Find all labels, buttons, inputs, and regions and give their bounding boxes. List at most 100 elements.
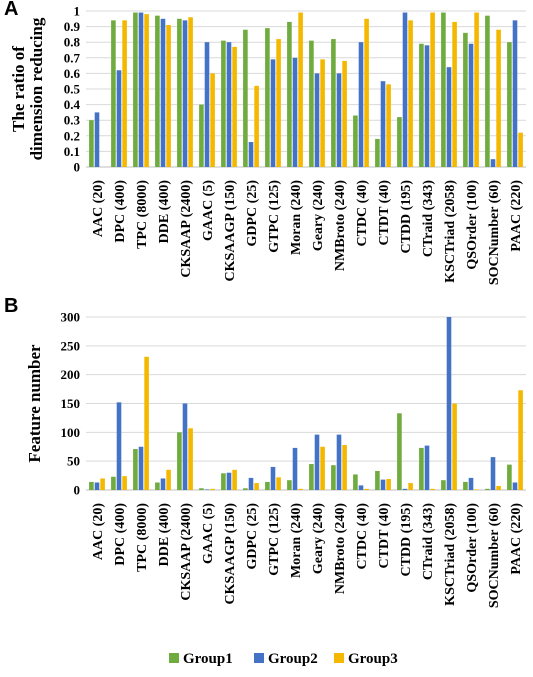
bar-group3-dpc-400 [122, 20, 127, 167]
bar-group3-gdpc-25 [254, 85, 259, 167]
bar-group2-gtpc-125 [270, 59, 276, 167]
bar-group1-ksctriad-2058 [441, 12, 446, 168]
bar-group3-ctdt-40 [386, 84, 391, 167]
bar-group1-nmbroto-240 [331, 39, 336, 167]
bar-group3-moran-240 [298, 488, 303, 490]
bar-group3-gtpc-125 [276, 39, 281, 167]
bar-group3-geary-240 [320, 59, 325, 167]
category-label-ctdc-40: CTDC (40) [355, 503, 370, 570]
category-label-nmbroto-240: NMBroto (240) [333, 503, 348, 594]
bar-group1-moran-240 [287, 480, 292, 490]
bar-group3-ksctriad-2058 [452, 403, 457, 490]
category-label-cksaagp-150: CKSAAGP (150) [223, 503, 238, 605]
category-label-ctdt-40: CTDT (40) [377, 503, 392, 569]
y-tick-label: 100 [61, 425, 81, 440]
y-tick-label: 0 [74, 483, 81, 498]
category-label-aac-20: AAC (20) [91, 503, 106, 560]
bar-group1-qsorder-100 [463, 32, 468, 168]
bar-group1-ksctriad-2058 [441, 480, 446, 490]
category-label-geary-240: Geary (240) [311, 180, 326, 251]
bar-group3-moran-240 [298, 12, 303, 168]
bar-group2-dpc-400 [116, 70, 122, 167]
bar-group3-paac-220 [518, 132, 523, 167]
bar-group2-cksaagp-150 [226, 472, 232, 490]
category-label-socnumber-60: SOCNumber (60) [487, 503, 502, 608]
y-tick-label: 0.2 [64, 128, 80, 143]
bar-group2-cksaagp-150 [226, 42, 232, 168]
bar-group1-paac-220 [507, 464, 512, 490]
bar-group2-paac-220 [512, 482, 518, 490]
category-label-qsorder-100: QSOrder (100) [465, 180, 480, 270]
bar-group1-ctraid-343 [419, 447, 424, 490]
y-tick-label: 200 [61, 367, 81, 382]
bar-group3-geary-240 [320, 446, 325, 490]
bar-group3-socnumber-60 [496, 485, 501, 490]
bar-group1-ctdc-40 [353, 115, 358, 167]
bar-group3-ctdd-195 [408, 483, 413, 490]
bar-group1-gdpc-25 [243, 29, 248, 167]
bar-group1-geary-240 [309, 464, 314, 490]
bar-group1-cksaap-2400 [177, 432, 182, 490]
panel-b-chart: 0 50 100 150 200 250 300 Feature number AAC (20)… [25, 310, 526, 608]
category-label-dde-400: DDE (400) [157, 180, 172, 244]
bar-group2-ctdc-40 [358, 485, 364, 490]
bar-group2-gdpc-25 [248, 142, 254, 167]
category-label-ksctriad-2058: KSCTriad (2058) [443, 180, 458, 283]
bar-group3-aac-20 [100, 478, 105, 490]
legend-swatch-group3 [334, 653, 344, 663]
category-label-gdpc-25: GDPC (25) [245, 180, 260, 247]
bar-group2-ctdt-40 [380, 81, 386, 167]
category-label-ctdd-195: CTDD (195) [399, 503, 414, 577]
bar-group3-qsorder-100 [474, 489, 479, 490]
bar-group1-aac-20 [89, 120, 94, 167]
category-label-cksaap-2400: CKSAAP (2400) [179, 503, 194, 601]
bar-group3-ctdc-40 [364, 488, 369, 490]
bar-group2-ksctriad-2058 [446, 317, 452, 490]
bar-group1-ctdd-195 [397, 117, 402, 167]
bar-group3-dde-400 [166, 25, 171, 167]
bar-group3-cksaagp-150 [232, 469, 237, 490]
bar-group2-socnumber-60 [490, 457, 496, 490]
bar-group1-tpc-8000 [133, 449, 138, 490]
bar-group2-moran-240 [292, 447, 298, 490]
bar-group3-ctraid-343 [430, 488, 435, 490]
bar-group1-dde-400 [155, 482, 160, 490]
bar-group3-paac-220 [518, 390, 523, 490]
bar-group3-cksaap-2400 [188, 428, 193, 490]
bar-group3-gtpc-125 [276, 477, 281, 490]
bar-group3-dpc-400 [122, 476, 127, 490]
bar-group3-gaac-5 [210, 73, 215, 167]
bar-group1-gdpc-25 [243, 488, 248, 490]
bar-group1-nmbroto-240 [331, 465, 336, 490]
category-label-gdpc-25: GDPC (25) [245, 503, 260, 570]
bar-group2-ksctriad-2058 [446, 67, 452, 167]
bar-group2-cksaap-2400 [182, 403, 188, 490]
bar-group3-gaac-5 [210, 488, 215, 490]
bar-group3-tpc-8000 [144, 356, 149, 490]
bar-group1-gaac-5 [199, 488, 204, 490]
bar-group3-qsorder-100 [474, 12, 479, 168]
y-tick-label: 0.9 [64, 19, 81, 34]
bar-group3-ctdc-40 [364, 18, 369, 167]
bar-group2-qsorder-100 [468, 43, 474, 168]
bar-group2-gdpc-25 [248, 477, 254, 490]
category-label-paac-220: PAAC (220) [509, 180, 524, 252]
category-label-nmbroto-240: NMBroto (240) [333, 180, 348, 271]
bar-group3-ctdt-40 [386, 479, 391, 490]
bar-group3-gdpc-25 [254, 483, 259, 490]
bar-group1-dpc-400 [111, 20, 116, 167]
y-axis-title: The ratio ofdimension reducing [9, 17, 46, 160]
bar-group1-moran-240 [287, 21, 292, 168]
category-label-tpc-8000: TPC (8000) [135, 503, 150, 572]
category-label-geary-240: Geary (240) [311, 503, 326, 574]
y-tick-label: 1 [74, 4, 81, 19]
category-label-gtpc-125: GTPC (125) [267, 503, 282, 576]
y-tick-label: 0.3 [64, 113, 81, 128]
category-label-gaac-5: GAAC (5) [201, 503, 216, 564]
bar-group2-dde-400 [160, 18, 166, 167]
bar-group1-socnumber-60 [485, 15, 490, 168]
bar-group2-gtpc-125 [270, 466, 276, 490]
category-label-socnumber-60: SOCNumber (60) [487, 180, 502, 285]
